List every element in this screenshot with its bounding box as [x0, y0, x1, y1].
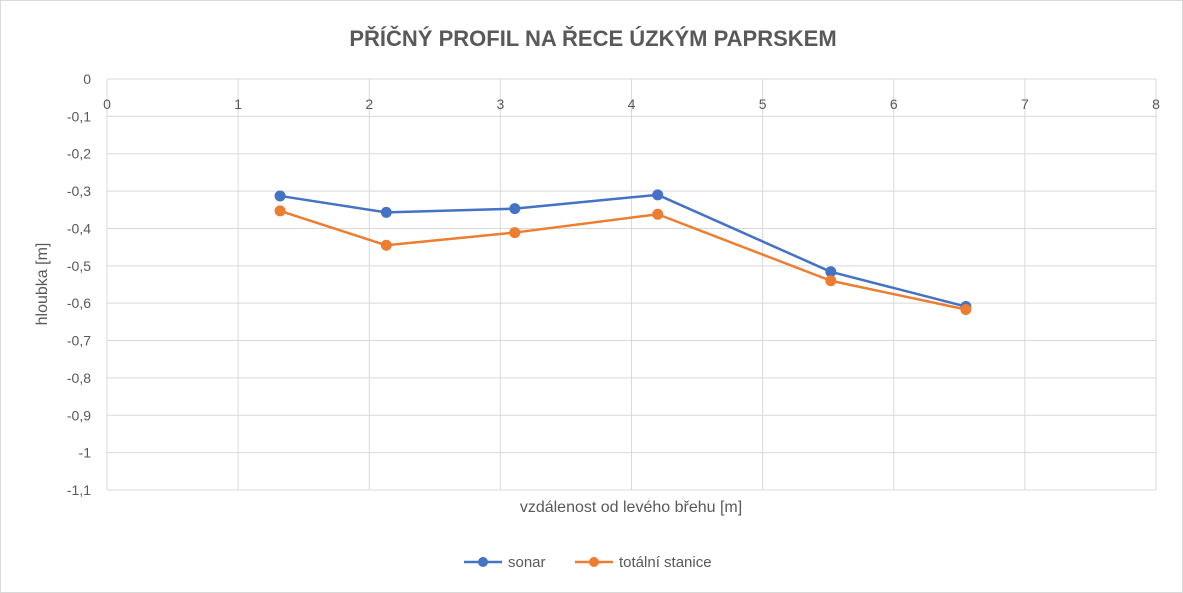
x-tick-label: 7 [1021, 96, 1029, 112]
legend-item: sonar [464, 554, 546, 571]
data-point [509, 203, 521, 215]
y-tick-label: -1,1 [67, 482, 91, 498]
data-point [380, 239, 392, 251]
y-axis-tick-labels: 0 -0,1 -0,2 -0,3 -0,4 -0,5 -0,6 -0,7 -0,8 -0,9 -1 -… [67, 71, 91, 498]
x-tick-label: 4 [628, 96, 636, 112]
legend-marker [478, 557, 488, 567]
series-layer [274, 189, 972, 316]
y-tick-label: -0,5 [67, 258, 91, 274]
data-point [960, 304, 972, 316]
x-tick-label: 2 [365, 96, 373, 112]
x-tick-label: 5 [759, 96, 767, 112]
series-totalni-stanice [274, 205, 972, 316]
data-point [652, 189, 664, 201]
series-line [279, 193, 967, 308]
y-tick-label: -1 [79, 445, 92, 461]
x-tick-label: 6 [890, 96, 898, 112]
series-line [279, 209, 967, 311]
y-tick-label: -0,7 [67, 333, 91, 349]
legend-label: sonar [508, 554, 546, 571]
gridlines [106, 78, 1157, 491]
legend: sonar totální stanice [464, 554, 712, 571]
y-tick-label: -0,4 [67, 220, 91, 236]
y-tick-label: -0,3 [67, 183, 91, 199]
x-axis-tick-labels: 0 1 2 3 4 5 6 7 8 [103, 96, 1160, 112]
x-tick-label: 0 [103, 96, 111, 112]
x-tick-label: 3 [496, 96, 504, 112]
y-tick-label: -0,2 [67, 146, 91, 162]
x-axis-title: vzdálenost od levého břehu [m] [520, 499, 742, 516]
series-sonar [274, 189, 972, 313]
legend-label: totální stanice [619, 554, 712, 571]
data-point [825, 275, 837, 287]
y-tick-label: 0 [83, 71, 91, 87]
data-point [380, 206, 392, 218]
legend-item: totální stanice [575, 554, 712, 571]
y-tick-label: -0,6 [67, 295, 91, 311]
y-tick-label: -0,9 [67, 407, 91, 423]
data-point [274, 190, 286, 202]
legend-marker [589, 557, 599, 567]
x-tick-label: 1 [234, 96, 242, 112]
data-point [652, 208, 664, 220]
y-tick-label: -0,8 [67, 370, 91, 386]
y-tick-label: -0,1 [67, 108, 91, 124]
y-axis-title: hloubka [m] [34, 243, 51, 326]
data-point [274, 205, 286, 217]
data-point [509, 227, 521, 239]
chart-title: PŘÍČNÝ PROFIL NA ŘECE ÚZKÝM PAPRSKEM [349, 26, 836, 51]
x-tick-label: 8 [1152, 96, 1160, 112]
